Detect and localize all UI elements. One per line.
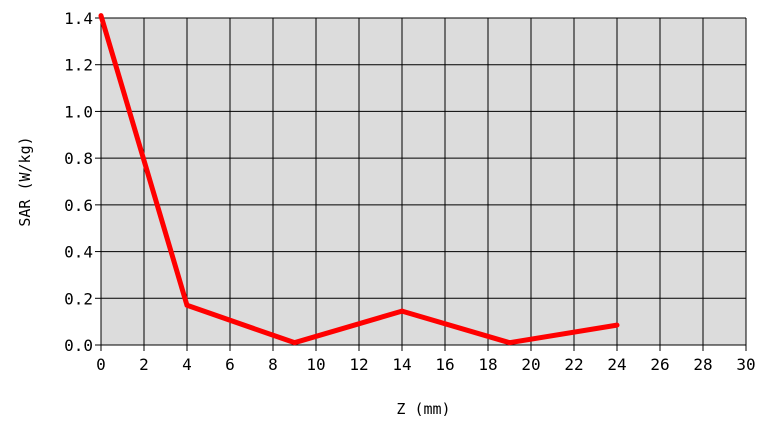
y-tick-label: 0.6 xyxy=(64,196,93,215)
x-tick-label: 12 xyxy=(349,355,368,374)
y-tick-label: 0.2 xyxy=(64,289,93,308)
plot-area xyxy=(101,18,746,345)
sar-data-point xyxy=(98,13,104,19)
y-tick-label: 0.8 xyxy=(64,149,93,168)
x-axis-title: Z (mm) xyxy=(396,400,450,418)
x-tick-label: 0 xyxy=(96,355,106,374)
y-tick-label: 1.2 xyxy=(64,56,93,75)
y-tick-label: 1.4 xyxy=(64,9,93,28)
sar-series-line xyxy=(98,14,618,346)
x-tick-label: 30 xyxy=(736,355,755,374)
x-tick-label: 26 xyxy=(650,355,669,374)
sar-data-point xyxy=(184,302,190,308)
x-tick-label: 28 xyxy=(693,355,712,374)
sar-data-point xyxy=(399,308,405,314)
y-tick-label: 1.0 xyxy=(64,102,93,121)
x-tick-label: 8 xyxy=(268,355,278,374)
x-axis-ticks: 0 2 4 6 8 10 12 14 16 18 20 22 24 26 28 30 xyxy=(96,345,756,374)
sar-data-point xyxy=(507,340,512,346)
x-tick-label: 20 xyxy=(521,355,540,374)
y-axis-title: SAR (W/kg) xyxy=(16,136,34,226)
y-tick-label: 0.0 xyxy=(64,336,93,355)
x-tick-label: 6 xyxy=(225,355,235,374)
x-tick-label: 10 xyxy=(306,355,325,374)
x-tick-label: 18 xyxy=(478,355,497,374)
x-tick-label: 4 xyxy=(182,355,192,374)
x-tick-label: 16 xyxy=(435,355,454,374)
y-axis-ticks: 0.0 0.2 0.4 0.6 0.8 1.0 1.2 1.4 xyxy=(64,9,101,355)
grid-lines xyxy=(100,17,747,346)
x-tick-label: 24 xyxy=(607,355,626,374)
x-tick-label: 2 xyxy=(139,355,149,374)
sar-data-point xyxy=(614,322,620,328)
x-tick-label: 14 xyxy=(392,355,411,374)
sar-data-point xyxy=(292,340,297,346)
x-tick-label: 22 xyxy=(564,355,583,374)
series-layer xyxy=(98,13,620,346)
y-tick-label: 0.4 xyxy=(64,243,93,262)
